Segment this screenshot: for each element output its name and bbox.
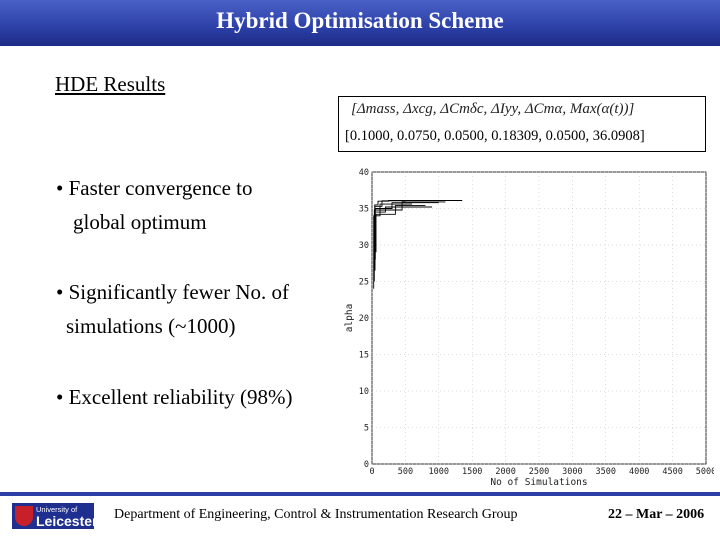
x-tick-label: 5000 [696, 467, 714, 477]
y-tick-label: 5 [364, 424, 369, 434]
department-label: Department of Engineering, Control & Ins… [114, 507, 518, 522]
formula-box: [Δmass, Δxcg, ΔCmδc, ΔIyy, ΔCmα, Max(α(t… [338, 96, 706, 152]
y-tick-label: 25 [359, 278, 369, 288]
convergence-chart: 0 500 1000 1500 2000 2500 3000 3500 4000 4500 5000… [344, 168, 714, 488]
title-bar: Hybrid Optimisation Scheme [0, 0, 720, 46]
bullet-line: • Faster convergence to [56, 176, 253, 200]
x-axis-label: No of Simulations [490, 477, 587, 488]
bullet-simulations: • Significantly fewer No. of simulations… [56, 275, 289, 343]
x-tick-label: 3000 [562, 467, 582, 477]
y-tick-label: 30 [359, 241, 369, 251]
x-tick-label: 4000 [629, 467, 649, 477]
bullet-line: simulations (~1000) [66, 314, 236, 338]
bullet-line: global optimum [73, 210, 207, 234]
y-tick-label: 10 [359, 387, 369, 397]
logo-line2: Leicester [36, 513, 98, 529]
x-tick-label: 500 [398, 467, 413, 477]
crest-icon [15, 506, 33, 526]
y-tick-label: 20 [359, 314, 369, 324]
university-logo: University of Leicester [12, 503, 98, 529]
y-tick-label: 35 [359, 205, 369, 215]
x-tick-label: 2500 [529, 467, 549, 477]
series-line [373, 203, 413, 289]
bullet-line: • Significantly fewer No. of [56, 280, 290, 304]
y-tick-label: 0 [364, 460, 369, 470]
logo-line1: University of [36, 505, 78, 514]
formula-values: [0.1000, 0.0750, 0.0500, 0.18309, 0.0500… [345, 128, 645, 144]
x-tick-label: 4500 [662, 467, 682, 477]
slide-title: Hybrid Optimisation Scheme [216, 8, 504, 33]
series-line [374, 200, 406, 271]
bullet-line: • Excellent reliability (98%) [56, 385, 293, 409]
y-tick-label: 15 [359, 351, 369, 361]
series-line [375, 205, 426, 253]
section-title: HDE Results [55, 72, 166, 96]
bullet-reliability: • Excellent reliability (98%) [56, 380, 293, 414]
x-tick-label: 2000 [495, 467, 515, 477]
footer-divider [0, 492, 720, 496]
x-tick-label: 1500 [462, 467, 482, 477]
formula-expression: [Δmass, Δxcg, ΔCmδc, ΔIyy, ΔCmα, Max(α(t… [351, 101, 635, 117]
series-line [373, 201, 446, 282]
bullet-convergence: • Faster convergence to global optimum [56, 171, 252, 239]
y-axis-label: alpha [344, 304, 355, 333]
y-tick-label: 40 [359, 168, 369, 178]
x-tick-label: 3500 [596, 467, 616, 477]
x-tick-label: 1000 [429, 467, 449, 477]
x-tick-label: 0 [369, 467, 374, 477]
date-label: 22 – Mar – 2006 [608, 507, 705, 522]
